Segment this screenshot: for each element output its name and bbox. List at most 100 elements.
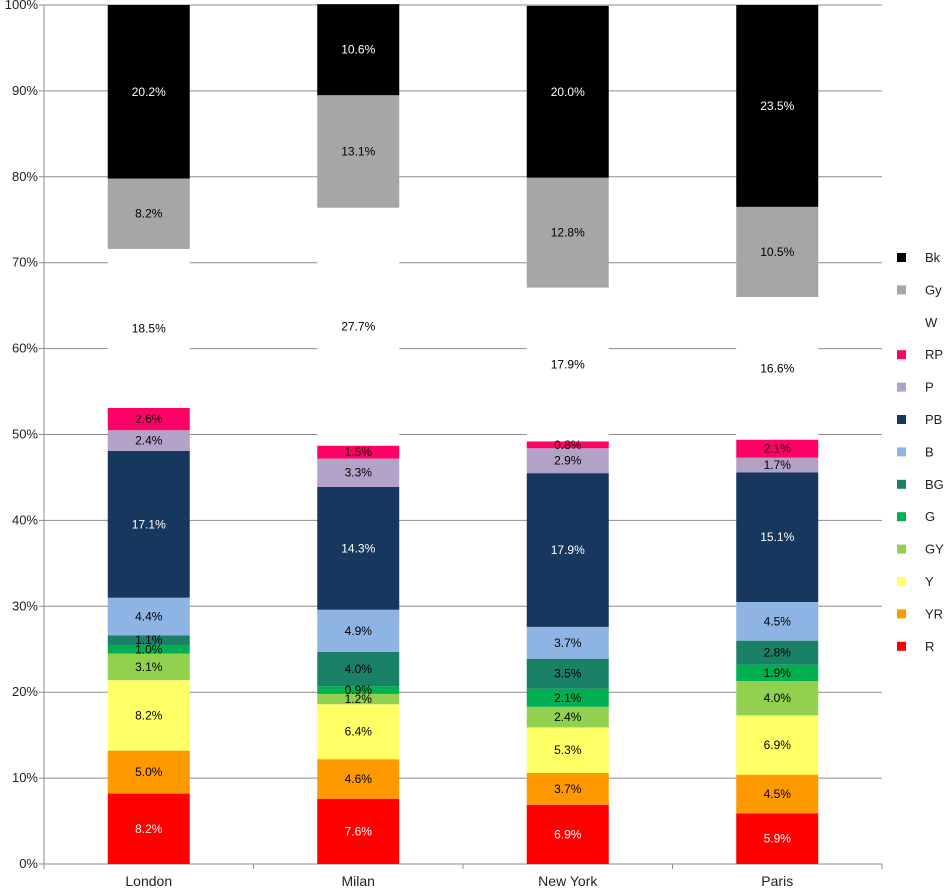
legend-label-bg: BG xyxy=(925,477,944,492)
legend-item-bk: Bk xyxy=(897,250,941,265)
y-axis-ticks: 0% 10% 20% 30% 40% 50% 60% 70% 80% 90% 100% xyxy=(5,0,39,871)
bar-segment-paris-rp xyxy=(736,439,819,458)
data-label-paris-bk: 23.5% xyxy=(760,99,794,113)
bar-segment-milan-bg xyxy=(317,651,400,687)
data-label-milan-bg: 4.0% xyxy=(345,662,373,676)
x-category-label-new-york: New York xyxy=(538,873,598,889)
legend-item-r: R xyxy=(897,639,934,654)
data-label-london-pb: 17.1% xyxy=(132,517,166,531)
bar-segment-milan-rp xyxy=(317,445,400,459)
legend-swatch-r xyxy=(897,641,906,651)
legend-label-pb: PB xyxy=(925,412,942,427)
legend-swatch-y xyxy=(897,577,906,586)
bar-segment-new-york-w xyxy=(526,287,609,442)
x-category-label-milan: Milan xyxy=(342,873,375,889)
legend-label-p: P xyxy=(925,380,934,395)
legend-label-gy: GY xyxy=(925,542,944,557)
bar-segment-milan-bk xyxy=(317,4,400,96)
bar-segment-new-york-gy xyxy=(526,706,609,728)
bar-segment-paris-bk xyxy=(736,5,819,207)
bar-segment-milan-gy xyxy=(317,693,400,705)
bar-segment-new-york-r xyxy=(526,804,609,864)
legend-label-b: B xyxy=(925,444,934,459)
bar-segment-paris-w xyxy=(736,297,819,440)
legend-item-gy: Gy xyxy=(897,282,942,297)
data-label-paris-bg: 2.8% xyxy=(764,646,792,660)
data-label-paris-w: 16.6% xyxy=(760,361,794,375)
data-label-milan-bk: 10.6% xyxy=(341,43,375,57)
data-label-paris-rp: 2.1% xyxy=(764,442,792,456)
bar-segment-paris-p xyxy=(736,457,819,473)
bar-segment-new-york-bk xyxy=(526,5,609,178)
legend-item-bg: BG xyxy=(897,477,944,492)
bar-segment-paris-r xyxy=(736,813,819,864)
legend-swatch-bk xyxy=(897,253,906,262)
data-label-milan-yr: 4.6% xyxy=(345,772,373,786)
bar-segment-milan-y xyxy=(317,704,400,760)
bar-segment-paris-yr xyxy=(736,774,819,814)
bar-segment-new-york-p xyxy=(526,448,609,474)
legend-label-r: R xyxy=(925,639,934,654)
data-label-london-gy: 3.1% xyxy=(135,660,163,674)
bar-segment-london-gy xyxy=(107,653,190,681)
legend-swatch-gy xyxy=(897,285,906,295)
data-label-milan-b: 4.9% xyxy=(345,624,373,638)
legend-label-rp: RP xyxy=(925,347,943,362)
x-category-label-paris: Paris xyxy=(761,873,793,889)
legend-swatch-bg xyxy=(897,479,906,489)
bar-segment-paris-gy xyxy=(736,681,819,716)
data-label-london-r: 8.2% xyxy=(135,822,163,836)
bar-segment-new-york-b xyxy=(526,626,609,659)
data-label-new-york-gy: 2.4% xyxy=(554,710,582,724)
bar-segment-milan-b xyxy=(317,609,400,652)
data-label-milan-p: 3.3% xyxy=(345,466,373,480)
data-label-milan-gy: 13.1% xyxy=(341,144,375,158)
bar-segment-milan-g xyxy=(317,686,400,694)
y-tick-label: 30% xyxy=(12,598,38,613)
legend-item-pb: PB xyxy=(897,412,942,427)
bar-segment-milan-gy xyxy=(317,95,400,208)
bar-segment-new-york-yr xyxy=(526,772,609,805)
bar-segment-london-yr xyxy=(107,750,190,794)
data-label-paris-b: 4.5% xyxy=(764,614,792,628)
legend-label-y: Y xyxy=(925,574,934,589)
bar-segment-milan-r xyxy=(317,798,400,864)
bar-segment-milan-w xyxy=(317,207,400,446)
data-label-new-york-r: 6.9% xyxy=(554,827,582,841)
legend-item-g: G xyxy=(897,509,935,524)
legend-label-w: W xyxy=(925,315,938,330)
bar-segment-new-york-y xyxy=(526,727,609,773)
data-label-paris-gy: 4.0% xyxy=(764,691,792,705)
bar-segment-london-pb xyxy=(107,450,190,598)
bar-segment-milan-pb xyxy=(317,486,400,610)
data-label-london-gy: 8.2% xyxy=(135,207,163,221)
data-label-new-york-g: 2.1% xyxy=(554,691,582,705)
data-label-london-y: 8.2% xyxy=(135,708,163,722)
data-label-london-b: 4.4% xyxy=(135,610,163,624)
x-axis-categories: London Milan New York Paris xyxy=(125,873,793,889)
y-tick-label: 20% xyxy=(12,684,38,699)
bar-segment-milan-yr xyxy=(317,759,400,799)
data-label-paris-g: 1.9% xyxy=(764,666,792,680)
data-label-milan-gy: 1.2% xyxy=(345,692,373,706)
data-label-milan-rp: 1.5% xyxy=(345,445,373,459)
data-label-milan-pb: 14.3% xyxy=(341,541,375,555)
bar-segment-paris-y xyxy=(736,715,819,775)
bar-segment-london-bk xyxy=(107,5,190,179)
data-label-new-york-p: 2.9% xyxy=(554,454,582,468)
legend-swatch-b xyxy=(897,447,906,457)
legend-item-w: W xyxy=(897,315,938,330)
bar-segment-new-york-rp xyxy=(526,441,609,449)
data-label-london-w: 18.5% xyxy=(132,321,166,335)
data-label-paris-r: 5.9% xyxy=(764,832,792,846)
bar-segment-london-gy xyxy=(107,178,190,249)
bar-segment-london-y xyxy=(107,680,190,751)
data-label-london-bk: 20.2% xyxy=(132,85,166,99)
bar-segment-milan-p xyxy=(317,458,400,487)
bar-segment-new-york-gy xyxy=(526,177,609,288)
bar-segment-paris-gy xyxy=(736,206,819,298)
legend-label-gy: Gy xyxy=(925,282,942,297)
y-tick-label: 0% xyxy=(19,856,38,871)
